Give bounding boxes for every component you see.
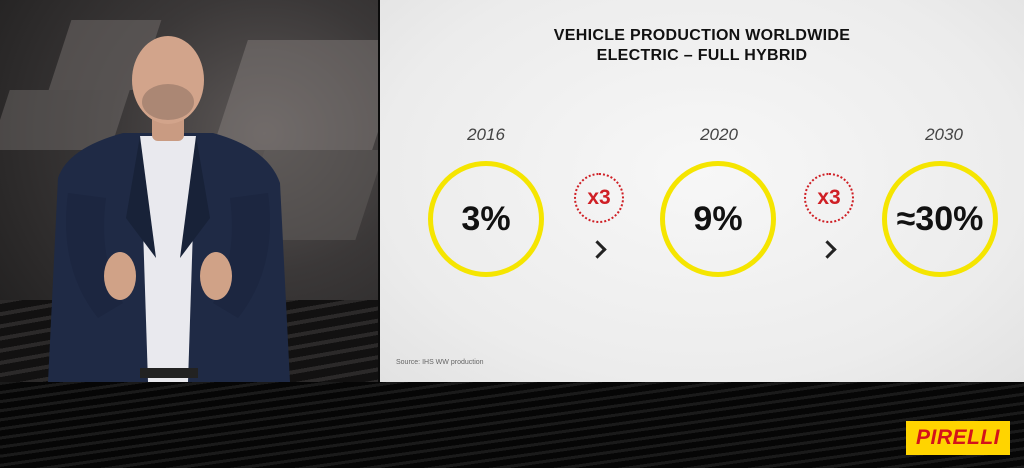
share-circle: ≈30% (882, 161, 998, 277)
slide-title: VEHICLE PRODUCTION WORLDWIDE (553, 27, 851, 44)
share-value: 3% (461, 199, 511, 238)
stage-floor (0, 382, 1024, 468)
multiplier-badge: x3 (804, 173, 854, 223)
multiplier-text: x3 (817, 186, 841, 209)
pirelli-logo: PIRELLI (906, 421, 1010, 455)
chevron-right-icon (588, 240, 607, 259)
logo-text: PIRELLI (915, 426, 1000, 449)
multiplier-text: x3 (587, 186, 611, 209)
share-value: 9% (693, 199, 743, 238)
chevron-right-icon (818, 240, 837, 259)
source-note: Source: IHS WW production (396, 359, 484, 366)
speaker-video (0, 0, 378, 382)
share-circle: 9% (660, 161, 776, 277)
share-circle: 3% (428, 161, 544, 277)
presentation-slide: VEHICLE PRODUCTION WORLDWIDE ELECTRIC – … (380, 0, 1024, 382)
share-value: ≈30% (896, 199, 984, 238)
year-label: 2016 (467, 125, 505, 144)
slide-subtitle: ELECTRIC – FULL HYBRID (596, 47, 808, 64)
multiplier-badge: x3 (574, 173, 624, 223)
year-label: 2020 (700, 125, 738, 144)
year-label: 2030 (925, 125, 963, 144)
speaker-figure (48, 36, 290, 382)
